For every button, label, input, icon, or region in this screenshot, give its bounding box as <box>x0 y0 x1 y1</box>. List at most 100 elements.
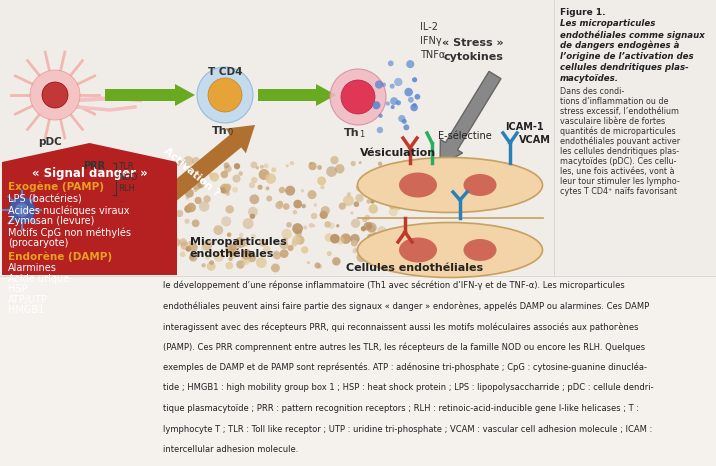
Text: endothéliales: endothéliales <box>190 249 274 259</box>
Circle shape <box>203 195 211 203</box>
Text: tide ; HMGB1 : high mobility group box 1 ; HSP : heat shock protein ; LPS : lipo: tide ; HMGB1 : high mobility group box 1… <box>163 384 654 392</box>
Circle shape <box>341 233 351 244</box>
Circle shape <box>362 241 368 247</box>
Circle shape <box>343 195 354 206</box>
Circle shape <box>320 185 324 190</box>
Circle shape <box>176 210 183 217</box>
Circle shape <box>359 161 362 164</box>
Circle shape <box>377 234 388 245</box>
Circle shape <box>361 226 366 232</box>
Text: Les microparticules: Les microparticules <box>560 19 655 28</box>
Circle shape <box>391 179 396 184</box>
Circle shape <box>314 203 317 207</box>
Circle shape <box>290 161 294 165</box>
Circle shape <box>354 247 359 252</box>
Circle shape <box>250 213 255 219</box>
Circle shape <box>394 78 402 86</box>
Circle shape <box>398 115 405 122</box>
Text: le développement d’une réponse inflammatoire (Th1 avec sécrétion d’IFN-γ et de T: le développement d’une réponse inflammat… <box>163 281 625 290</box>
Text: Endогène (DAMP): Endогène (DAMP) <box>8 251 112 261</box>
Circle shape <box>202 240 213 251</box>
Circle shape <box>324 221 331 228</box>
Circle shape <box>183 156 193 166</box>
Text: T CD4: T CD4 <box>208 67 243 77</box>
Text: NOD: NOD <box>118 173 137 182</box>
Circle shape <box>274 251 279 256</box>
Circle shape <box>226 192 230 196</box>
Text: Exogène (PAMP): Exogène (PAMP) <box>8 182 104 192</box>
Circle shape <box>379 114 382 118</box>
Circle shape <box>205 254 211 260</box>
Circle shape <box>384 183 392 191</box>
Circle shape <box>377 226 387 235</box>
Circle shape <box>220 184 230 194</box>
Circle shape <box>291 240 297 247</box>
Text: l’origine de l’activation des: l’origine de l’activation des <box>560 52 694 61</box>
Text: Th: Th <box>344 128 359 138</box>
Circle shape <box>312 224 315 227</box>
Circle shape <box>347 192 351 197</box>
Circle shape <box>369 234 377 242</box>
Circle shape <box>350 212 354 214</box>
Text: exemples de DAMP et de PAMP sont représentés. ATP : adénosine tri-phosphate ; Cp: exemples de DAMP et de PAMP sont représe… <box>163 363 647 372</box>
Circle shape <box>319 211 328 219</box>
Circle shape <box>223 162 230 168</box>
Circle shape <box>42 82 68 108</box>
Circle shape <box>295 230 302 237</box>
Circle shape <box>208 78 242 112</box>
Circle shape <box>236 260 245 269</box>
Text: Microparticules: Microparticules <box>190 237 286 247</box>
Text: LPS (bactéries): LPS (bactéries) <box>8 194 82 204</box>
Circle shape <box>232 186 238 192</box>
Circle shape <box>371 174 378 181</box>
Circle shape <box>188 243 198 252</box>
Text: IL-2: IL-2 <box>420 22 438 32</box>
Text: ATP/UTP: ATP/UTP <box>8 295 48 304</box>
Circle shape <box>367 234 374 241</box>
Circle shape <box>207 262 216 271</box>
Circle shape <box>281 229 292 240</box>
Text: les, une fois activées, vont à: les, une fois activées, vont à <box>560 167 674 176</box>
Circle shape <box>317 165 322 170</box>
Circle shape <box>377 247 387 259</box>
Circle shape <box>390 83 395 89</box>
Circle shape <box>321 206 330 215</box>
Text: pDC: pDC <box>38 137 62 147</box>
Text: Figure 1.: Figure 1. <box>560 8 606 17</box>
Circle shape <box>394 203 402 211</box>
Circle shape <box>247 254 256 262</box>
Circle shape <box>385 229 396 239</box>
Circle shape <box>390 97 398 105</box>
Circle shape <box>283 237 288 243</box>
Circle shape <box>243 242 248 247</box>
Circle shape <box>221 216 231 226</box>
Circle shape <box>209 260 214 265</box>
Circle shape <box>301 189 304 192</box>
Circle shape <box>360 178 367 185</box>
Circle shape <box>339 203 346 210</box>
Circle shape <box>171 238 180 247</box>
Text: quantités de microparticules: quantités de microparticules <box>560 127 676 137</box>
Circle shape <box>293 210 297 214</box>
Circle shape <box>389 207 397 216</box>
Text: Motifs CpG non méthylés: Motifs CpG non méthylés <box>8 227 131 238</box>
Circle shape <box>381 255 389 263</box>
Circle shape <box>271 167 276 172</box>
Circle shape <box>211 240 216 245</box>
Circle shape <box>325 233 334 242</box>
Circle shape <box>332 257 341 266</box>
Circle shape <box>330 234 339 244</box>
Text: lymphocyte T ; TLR : Toll like receptor ; UTP : uridine tri-phosphate ; VCAM : v: lymphocyte T ; TLR : Toll like receptor … <box>163 425 652 433</box>
Circle shape <box>406 60 415 68</box>
Circle shape <box>263 163 268 168</box>
Circle shape <box>188 172 193 178</box>
Circle shape <box>233 174 241 183</box>
Circle shape <box>256 166 259 170</box>
Circle shape <box>402 119 407 124</box>
Circle shape <box>201 263 205 267</box>
Circle shape <box>357 252 367 262</box>
Circle shape <box>251 233 256 239</box>
Text: 1: 1 <box>359 130 364 139</box>
Circle shape <box>294 200 302 208</box>
Circle shape <box>292 236 301 244</box>
